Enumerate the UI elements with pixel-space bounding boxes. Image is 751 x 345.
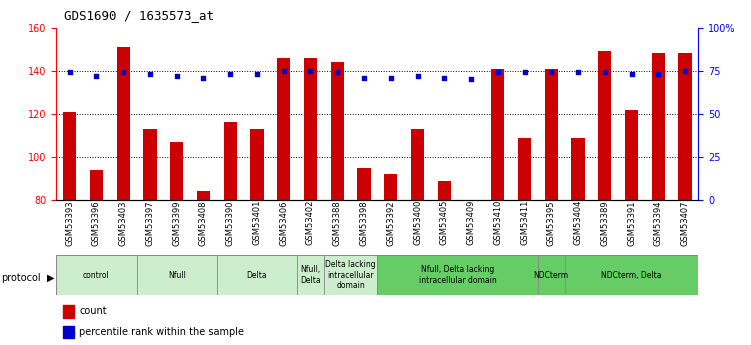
Text: Nfull: Nfull — [167, 270, 185, 280]
Text: GSM53404: GSM53404 — [574, 200, 583, 246]
Bar — [572, 138, 585, 200]
Bar — [565, 255, 698, 295]
Text: GSM53395: GSM53395 — [547, 200, 556, 246]
Text: GSM53397: GSM53397 — [146, 200, 155, 246]
Point — [599, 70, 611, 75]
Bar — [324, 255, 377, 295]
Bar — [625, 110, 638, 200]
Point — [412, 73, 424, 79]
Bar — [438, 181, 451, 200]
Text: GSM53409: GSM53409 — [466, 200, 475, 246]
Bar — [217, 255, 297, 295]
Text: GSM53402: GSM53402 — [306, 200, 315, 246]
Bar — [250, 129, 264, 200]
Text: Nfull,
Delta: Nfull, Delta — [300, 265, 321, 285]
Point — [278, 68, 290, 73]
Text: GSM53407: GSM53407 — [680, 200, 689, 246]
Bar — [377, 255, 538, 295]
Point — [170, 73, 182, 79]
Point — [385, 75, 397, 80]
Point — [225, 71, 237, 77]
Point — [90, 73, 102, 79]
Point — [198, 75, 210, 80]
Point — [117, 70, 129, 75]
Bar — [384, 174, 397, 200]
Text: GSM53408: GSM53408 — [199, 200, 208, 246]
Bar — [63, 112, 77, 200]
Bar — [304, 58, 317, 200]
Bar — [518, 138, 531, 200]
Point — [64, 70, 76, 75]
Bar — [357, 168, 371, 200]
Text: GSM53392: GSM53392 — [386, 200, 395, 246]
Text: GSM53398: GSM53398 — [360, 200, 369, 246]
Text: Delta: Delta — [246, 270, 267, 280]
Text: GSM53394: GSM53394 — [654, 200, 663, 246]
Point — [653, 71, 665, 77]
Point — [439, 75, 451, 80]
Point — [518, 70, 530, 75]
Bar — [411, 129, 424, 200]
Text: percentile rank within the sample: percentile rank within the sample — [80, 327, 244, 337]
Point — [465, 77, 477, 82]
Text: GSM53393: GSM53393 — [65, 200, 74, 246]
Text: GSM53405: GSM53405 — [440, 200, 449, 246]
Text: NDCterm: NDCterm — [534, 270, 569, 280]
Bar — [90, 170, 103, 200]
Text: GSM53396: GSM53396 — [92, 200, 101, 246]
Text: GSM53400: GSM53400 — [413, 200, 422, 246]
Text: GSM53390: GSM53390 — [226, 200, 235, 246]
Point — [304, 68, 316, 73]
Text: ▶: ▶ — [47, 273, 55, 283]
Text: GSM53410: GSM53410 — [493, 200, 502, 246]
Point — [251, 71, 263, 77]
Text: NDCterm, Delta: NDCterm, Delta — [602, 270, 662, 280]
Text: GSM53388: GSM53388 — [333, 200, 342, 246]
Bar — [652, 53, 665, 200]
Point — [626, 71, 638, 77]
Point — [545, 70, 557, 75]
Text: GSM53399: GSM53399 — [172, 200, 181, 246]
Text: control: control — [83, 270, 110, 280]
Bar — [598, 51, 611, 200]
Bar — [538, 255, 565, 295]
Text: Nfull, Delta lacking
intracellular domain: Nfull, Delta lacking intracellular domai… — [419, 265, 496, 285]
Bar — [491, 69, 505, 200]
Text: protocol: protocol — [2, 273, 41, 283]
Text: GSM53403: GSM53403 — [119, 200, 128, 246]
Bar — [224, 122, 237, 200]
Bar — [297, 255, 324, 295]
Text: GSM53389: GSM53389 — [600, 200, 609, 246]
Point — [492, 70, 504, 75]
Bar — [678, 53, 692, 200]
Bar — [116, 47, 130, 200]
Bar — [197, 191, 210, 200]
Text: GSM53401: GSM53401 — [252, 200, 261, 246]
Bar — [544, 69, 558, 200]
Bar — [277, 58, 291, 200]
Text: GSM53391: GSM53391 — [627, 200, 636, 246]
Text: GSM53406: GSM53406 — [279, 200, 288, 246]
Point — [331, 70, 343, 75]
Bar — [137, 255, 217, 295]
Text: count: count — [80, 306, 107, 316]
Point — [358, 75, 370, 80]
Bar — [330, 62, 344, 200]
Text: GSM53411: GSM53411 — [520, 200, 529, 246]
Point — [144, 71, 156, 77]
Text: GDS1690 / 1635573_at: GDS1690 / 1635573_at — [64, 9, 214, 22]
Bar — [63, 326, 74, 338]
Point — [572, 70, 584, 75]
Point — [679, 68, 691, 73]
Bar — [143, 129, 157, 200]
Bar — [170, 142, 183, 200]
Bar — [63, 305, 74, 317]
Bar — [56, 255, 137, 295]
Text: Delta lacking
intracellular
domain: Delta lacking intracellular domain — [325, 260, 376, 290]
